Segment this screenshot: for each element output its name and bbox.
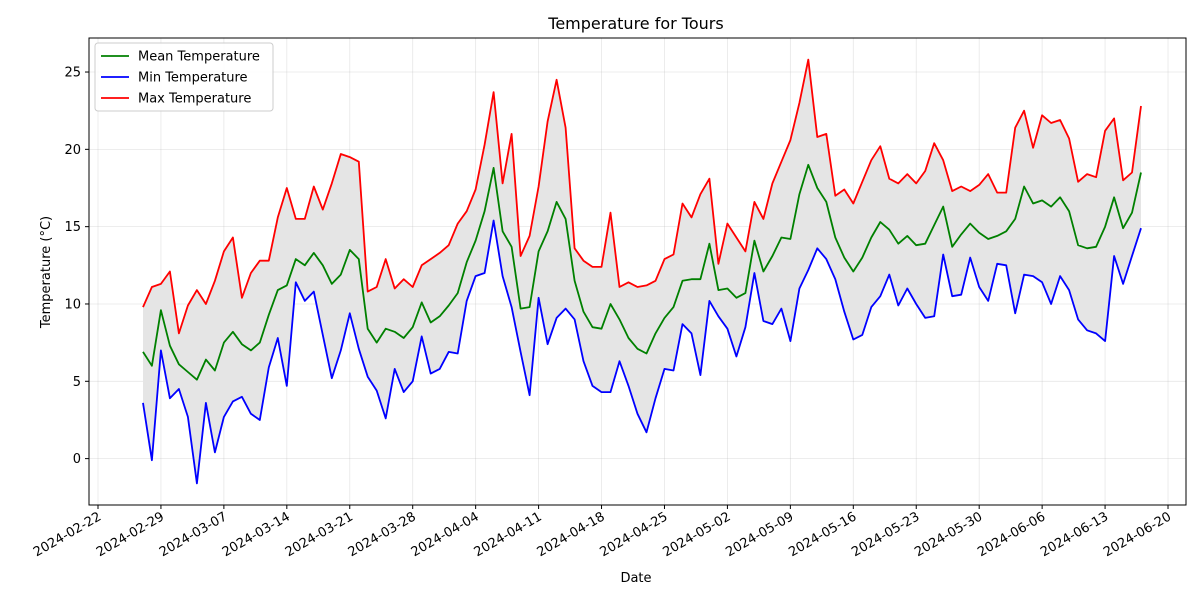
x-tick-label: 2024-06-13: [1038, 509, 1111, 560]
series-lines: [142, 58, 1142, 485]
x-tick-label: 2024-06-20: [1101, 509, 1174, 560]
x-tick-label: 2024-05-23: [849, 509, 922, 560]
x-tick-label: 2024-04-11: [472, 509, 545, 560]
fill-between-area: [143, 59, 1141, 484]
legend: Mean Temperature Min Temperature Max Tempe…: [94, 42, 274, 112]
y-tick-label: 10: [64, 297, 81, 312]
x-tick-label: 2024-02-22: [31, 509, 104, 560]
legend-label: Max Temperature: [138, 92, 251, 107]
legend-label: Mean Temperature: [138, 50, 260, 65]
y-axis-ticks: 0 5 10 15 20 25: [64, 66, 89, 467]
x-tick-label: 2024-04-04: [409, 509, 482, 560]
legend-box: [94, 42, 274, 112]
x-tick-label: 2024-03-21: [283, 509, 356, 560]
x-tick-label: 2024-04-25: [598, 509, 671, 560]
y-tick-label: 0: [73, 452, 81, 467]
x-tick-label: 2024-05-02: [660, 509, 733, 560]
x-tick-label: 2024-04-18: [535, 509, 608, 560]
x-tick-label: 2024-03-07: [157, 509, 230, 560]
x-tick-label: 2024-03-28: [346, 509, 419, 560]
x-axis-label: Date: [620, 571, 651, 586]
x-tick-label: 2024-05-09: [723, 509, 796, 560]
chart-title: Temperature for Tours: [547, 14, 723, 33]
y-tick-label: 20: [64, 143, 81, 158]
plot-frame: [88, 37, 1187, 506]
y-tick-label: 5: [73, 375, 81, 390]
x-tick-label: 2024-05-16: [786, 509, 859, 560]
series-line-max-temperature: [142, 58, 1142, 335]
y-axis-label: Temperature (°C): [39, 216, 54, 329]
min-max-fill: [143, 59, 1141, 484]
x-tick-label: 2024-03-14: [220, 509, 293, 560]
legend-label: Min Temperature: [138, 71, 248, 86]
x-tick-label: 2024-05-30: [912, 509, 985, 560]
series-line-min-temperature: [142, 219, 1142, 485]
x-tick-label: 2024-06-06: [975, 509, 1048, 560]
y-tick-label: 25: [64, 66, 81, 81]
x-axis-ticks: 2024-02-222024-02-292024-03-072024-03-14…: [31, 505, 1174, 560]
series-line-mean-temperature: [142, 163, 1142, 381]
y-tick-label: 15: [64, 220, 81, 235]
x-tick-label: 2024-02-29: [94, 509, 167, 560]
